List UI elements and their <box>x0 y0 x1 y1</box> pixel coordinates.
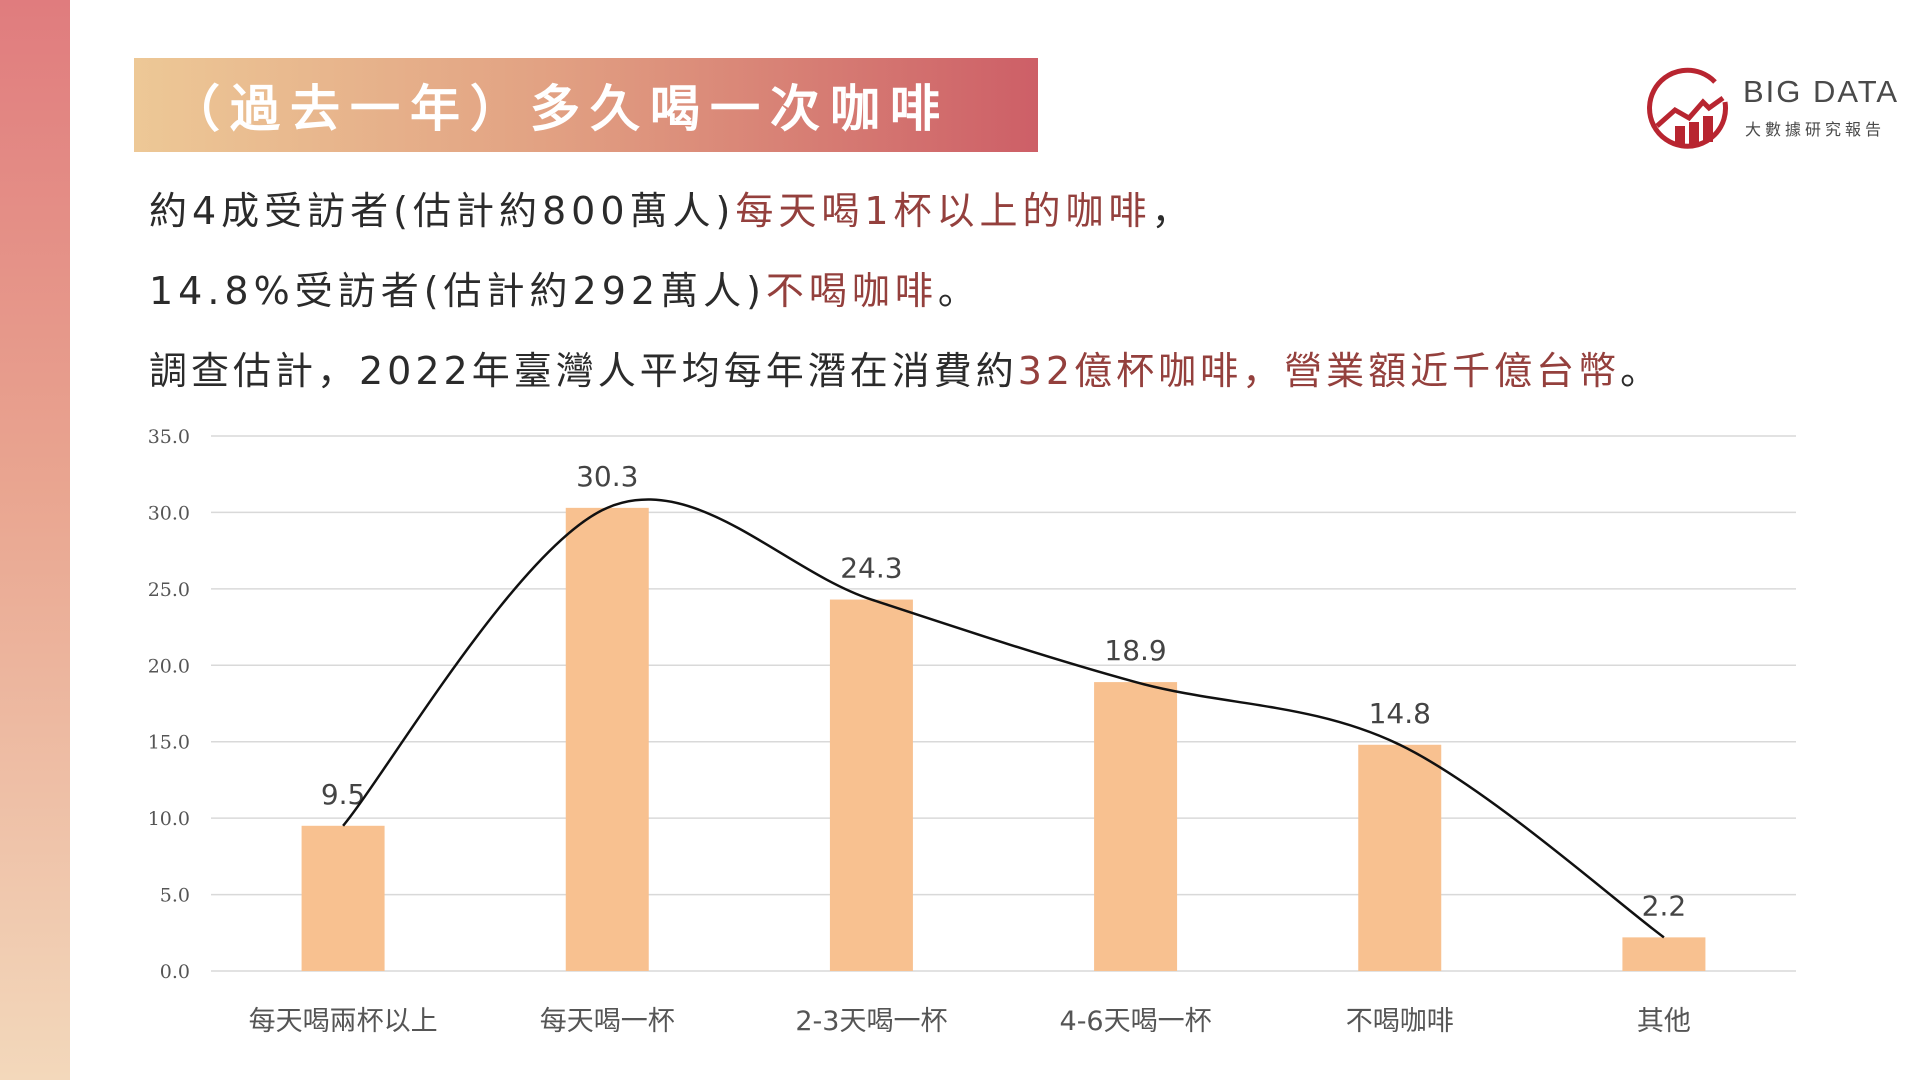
y-tick-label: 25.0 <box>148 579 190 601</box>
y-tick-label: 35.0 <box>148 426 190 448</box>
summary-line-3: 調查估計，2022年臺灣人平均每年潛在消費約32億杯咖啡，營業額近千億台幣。 <box>149 340 1662 395</box>
bar <box>1094 682 1178 971</box>
summary-text: 調查估計，2022年臺灣人平均每年潛在消費約 <box>149 349 1018 393</box>
bar <box>1358 744 1442 971</box>
y-tick-label: 5.0 <box>160 885 190 907</box>
summary-line-2: 14.8%受訪者(估計約292萬人)不喝咖啡。 <box>149 260 981 315</box>
trend-curve <box>342 498 1665 939</box>
side-decoration-bar <box>0 0 70 1080</box>
category-label: 4-6天喝一杯 <box>1060 1006 1212 1037</box>
summary-highlight: 不喝咖啡 <box>765 269 938 313</box>
y-tick-label: 10.0 <box>148 808 190 830</box>
y-tick-label: 30.0 <box>148 502 190 524</box>
bar <box>829 599 913 971</box>
data-label: 24.3 <box>840 552 902 585</box>
bar <box>1622 937 1706 971</box>
page-title: （過去一年）多久喝一次咖啡 <box>170 80 950 138</box>
logo-chart-icon <box>1647 67 1728 149</box>
y-tick-label: 0.0 <box>160 961 190 983</box>
logo-wordmark: BIG DATA <box>1743 74 1900 109</box>
y-tick-label: 20.0 <box>148 655 190 677</box>
bar <box>301 825 385 971</box>
summary-text: 14.8%受訪者(估計約292萬人) <box>149 269 766 313</box>
category-label: 不喝咖啡 <box>1346 1006 1454 1037</box>
summary-text: 。 <box>937 269 981 313</box>
summary-text: ， <box>1151 189 1195 233</box>
category-label: 2-3天喝一杯 <box>795 1006 947 1037</box>
category-label: 每天喝兩杯以上 <box>249 1006 438 1037</box>
data-label: 2.2 <box>1642 889 1687 922</box>
data-label: 18.9 <box>1104 634 1166 667</box>
title-banner: （過去一年）多久喝一次咖啡 <box>134 58 1038 152</box>
category-label: 其他 <box>1637 1006 1691 1037</box>
logo-subtitle: 大數據研究報告 <box>1745 120 1886 139</box>
big-data-logo: BIG DATA 大數據研究報告 <box>1645 64 1905 154</box>
category-label: 每天喝一杯 <box>540 1006 675 1037</box>
bar <box>565 507 649 971</box>
summary-text: 。 <box>1620 349 1663 393</box>
data-label: 30.3 <box>576 460 638 493</box>
y-tick-label: 15.0 <box>148 732 190 754</box>
summary-line-1: 約4成受訪者(估計約800萬人)每天喝1杯以上的咖啡， <box>149 180 1195 235</box>
summary-highlight: 每天喝1杯以上的咖啡 <box>735 189 1152 233</box>
data-label: 14.8 <box>1369 697 1431 730</box>
summary-text: 約4成受訪者(估計約800萬人) <box>149 189 736 233</box>
summary-highlight: 32億杯咖啡，營業額近千億台幣 <box>1017 349 1621 393</box>
